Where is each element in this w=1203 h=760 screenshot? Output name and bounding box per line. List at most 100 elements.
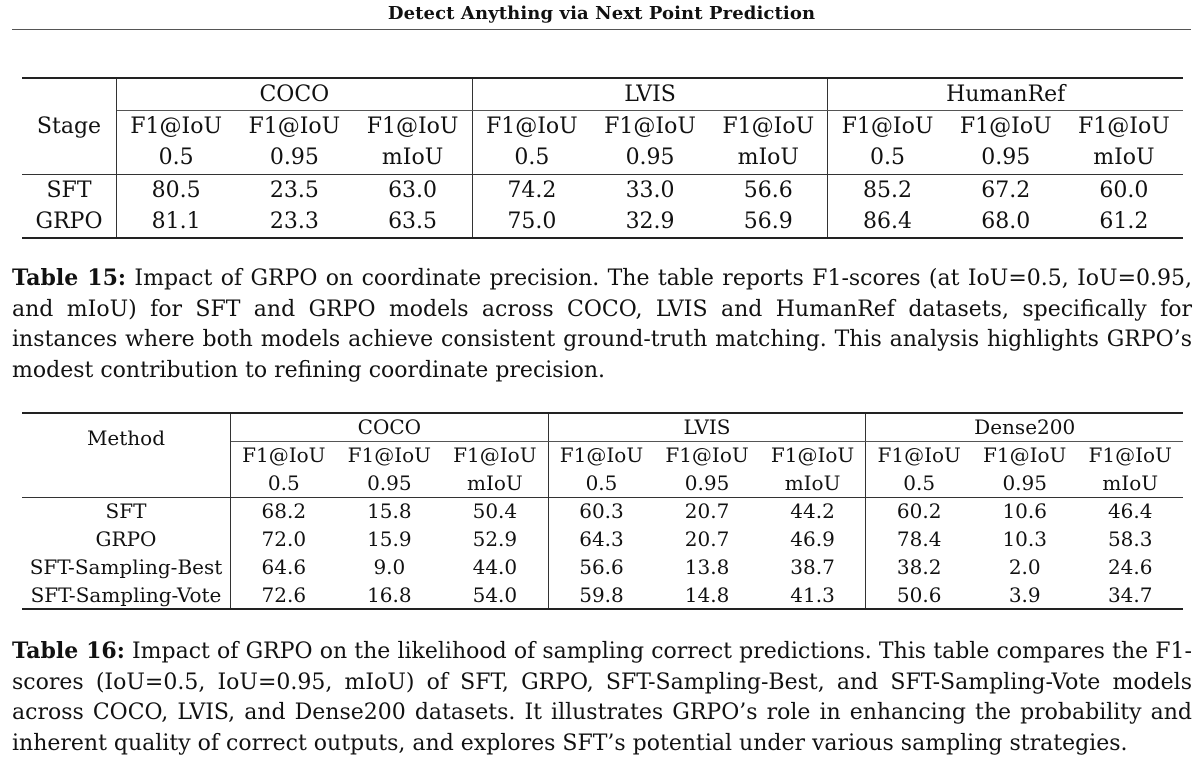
table-row: SFT 68.2 15.8 50.4 60.3 20.7 44.2 60.2 1… xyxy=(22,496,1183,525)
metric-header-row-1: F1@IoU F1@IoU F1@IoU F1@IoU F1@IoU F1@Io… xyxy=(22,110,1183,142)
caption-text: Impact of GRPO on the likelihood of samp… xyxy=(12,639,1192,756)
table-cell: 81.1 xyxy=(116,206,236,239)
table-cell: 72.6 xyxy=(230,581,337,610)
table-cell: 10.6 xyxy=(971,496,1078,525)
metric-threshold: 0.5 xyxy=(585,470,618,495)
row-label: GRPO xyxy=(22,525,231,553)
table-15: Stage COCO LVIS HumanRef F1@IoU F1@IoU F… xyxy=(22,77,1183,239)
metric-header: F1@IoU xyxy=(442,441,549,469)
metric-threshold: mIoU xyxy=(1093,145,1155,171)
table-cell: 24.6 xyxy=(1107,555,1153,579)
metric-header: F1@IoU xyxy=(242,443,326,468)
table-cell: 15.8 xyxy=(336,496,443,525)
row-label: GRPO xyxy=(22,206,117,239)
table-row: SFT-Sampling-Best 64.6 9.0 44.0 56.6 13.… xyxy=(22,553,1183,581)
table-cell: 58.3 xyxy=(1107,527,1153,551)
table-cell: 38.2 xyxy=(896,555,942,579)
table-cell: 75.0 xyxy=(472,206,591,239)
table-cell: 34.7 xyxy=(1077,581,1183,610)
group-header-lvis: LVIS xyxy=(472,77,829,111)
metric-header: F1@IoU xyxy=(604,113,696,139)
table-cell: 86.4 xyxy=(827,206,947,239)
table-cell: 72.0 xyxy=(261,527,307,551)
table-cell: 50.6 xyxy=(865,581,972,610)
group-header-coco: COCO xyxy=(116,77,473,111)
table-cell: 60.3 xyxy=(548,496,655,525)
table-cell: 60.2 xyxy=(865,496,972,525)
table-cell: 41.3 xyxy=(759,581,867,610)
table-row: SFT 80.5 23.5 63.0 74.2 33.0 56.6 85.2 6… xyxy=(22,173,1183,206)
metric-threshold: 0.95 xyxy=(367,470,412,495)
metric-header-row-2: 0.5 0.95 mIoU 0.5 0.95 mIoU 0.5 0.95 mIo… xyxy=(22,469,1183,497)
metric-header: F1@IoU xyxy=(347,443,432,468)
caption-label: Table 15: xyxy=(12,265,127,291)
table-cell: 2.0 xyxy=(1008,555,1041,579)
metric-header: F1@IoU xyxy=(485,113,578,139)
table-cell: 54.0 xyxy=(442,581,549,610)
table-cell: 80.5 xyxy=(116,173,236,206)
table-cell: 85.2 xyxy=(827,173,947,206)
metric-header: F1@IoU xyxy=(877,443,961,468)
metric-threshold: 0.95 xyxy=(684,470,730,495)
metric-header: F1@IoU xyxy=(841,113,934,139)
table-cell: 44.2 xyxy=(759,496,867,525)
metric-header: F1@IoU xyxy=(1078,113,1170,139)
table-cell: 52.9 xyxy=(442,525,549,553)
table-cell: 56.9 xyxy=(709,206,829,239)
row-label: SFT-Sampling-Best xyxy=(22,553,231,581)
table-cell: 68.2 xyxy=(230,496,337,525)
metric-header: F1@IoU xyxy=(959,113,1052,139)
metric-threshold: 0.5 xyxy=(267,470,300,495)
table-cell: 61.2 xyxy=(1064,206,1183,239)
metric-threshold: 0.95 xyxy=(625,145,675,171)
row-header: Method xyxy=(22,412,231,497)
table-cell: 56.6 xyxy=(709,173,829,206)
caption-label: Table 16: xyxy=(12,638,125,664)
table-cell: 20.7 xyxy=(684,527,730,551)
metric-header: F1@IoU xyxy=(983,443,1067,468)
metric-header-row-2: 0.5 0.95 mIoU 0.5 0.95 mIoU 0.5 0.95 mIo… xyxy=(22,142,1183,174)
table-cell: 14.8 xyxy=(654,581,760,610)
table-cell: 64.6 xyxy=(261,555,307,579)
table-row: GRPO 81.1 23.3 63.5 75.0 32.9 56.9 86.4 … xyxy=(22,206,1183,239)
metric-header-row-1: F1@IoU F1@IoU F1@IoU F1@IoU F1@IoU F1@Io… xyxy=(22,441,1183,469)
table-cell: 13.8 xyxy=(684,555,730,579)
metric-threshold: mIoU xyxy=(353,142,473,174)
table-cell: 33.0 xyxy=(590,173,710,206)
table-cell: 23.3 xyxy=(235,206,354,239)
row-header: Stage xyxy=(22,77,117,174)
metric-threshold: 0.5 xyxy=(158,145,194,171)
table-cell: 10.3 xyxy=(1002,527,1047,551)
row-label: SFT xyxy=(22,496,231,525)
table-cell: 74.2 xyxy=(472,173,591,206)
row-label: SFT xyxy=(22,173,117,206)
group-header-humanref: HumanRef xyxy=(827,77,1183,111)
table-cell: 68.0 xyxy=(946,206,1065,239)
metric-threshold: mIoU xyxy=(442,469,549,497)
group-header-dense200: Dense200 xyxy=(865,412,1183,442)
table-cell: 60.0 xyxy=(1064,173,1183,206)
table-cell: 50.4 xyxy=(442,496,549,525)
table-15-caption: Table 15: Impact of GRPO on coordinate p… xyxy=(12,263,1192,386)
table-cell: 56.6 xyxy=(579,555,624,579)
metric-header: F1@IoU xyxy=(559,443,644,468)
running-title: Detect Anything via Next Point Predictio… xyxy=(387,3,816,24)
metric-threshold: 0.95 xyxy=(981,145,1031,171)
metric-threshold: 0.95 xyxy=(269,145,319,171)
header-rule xyxy=(12,29,1191,30)
caption-text: Impact of GRPO on coordinate precision. … xyxy=(12,266,1192,383)
metric-threshold: mIoU xyxy=(759,469,867,497)
metric-threshold: 0.95 xyxy=(1002,470,1047,495)
metric-header: F1@IoU xyxy=(130,113,223,139)
table-16-caption: Table 16: Impact of GRPO on the likeliho… xyxy=(12,636,1192,759)
table-cell: 38.7 xyxy=(759,553,867,581)
metric-threshold: 0.5 xyxy=(903,470,936,495)
table-cell: 15.9 xyxy=(367,527,412,551)
table-cell: 63.5 xyxy=(353,206,473,239)
metric-header: F1@IoU xyxy=(759,441,867,469)
group-header-lvis: LVIS xyxy=(548,412,867,442)
metric-header: F1@IoU xyxy=(665,443,749,468)
table-cell: 9.0 xyxy=(373,555,406,579)
group-header-coco: COCO xyxy=(230,412,549,442)
table-row: SFT-Sampling-Vote 72.6 16.8 54.0 59.8 14… xyxy=(22,581,1183,610)
